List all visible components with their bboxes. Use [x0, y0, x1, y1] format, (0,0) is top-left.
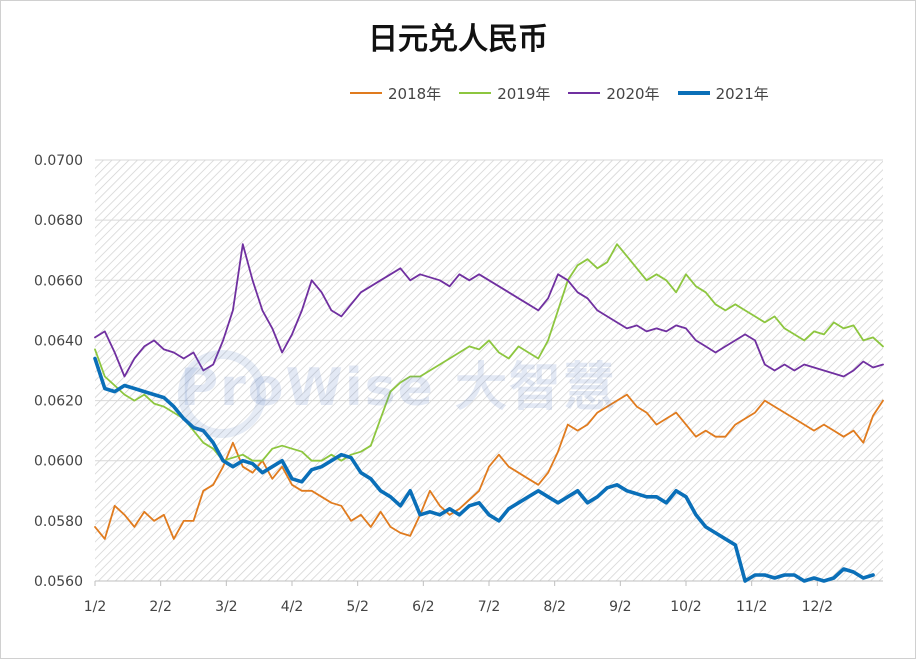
x-tick-label: 5/2: [346, 599, 369, 615]
legend-item-2020: 2020年: [568, 83, 660, 104]
chart-title: 日元兑人民币: [368, 22, 548, 57]
series-line-1: [94, 243, 884, 462]
x-tick-label: 6/2: [412, 599, 435, 615]
legend-label-2020: 2020年: [606, 84, 660, 103]
legend-swatch-2018: [350, 92, 382, 94]
legend-swatch-2020: [568, 92, 601, 94]
series-line-2: [94, 243, 884, 378]
legend-label-2019: 2019年: [497, 84, 551, 103]
watermark-logo-icon: [178, 350, 266, 438]
y-tick-label: 0.0700: [34, 153, 83, 169]
y-tick-label: 0.0620: [34, 394, 83, 410]
x-tick-label: 7/2: [478, 599, 501, 615]
x-tick-label: 12/2: [802, 599, 833, 615]
series-lines: [93, 243, 884, 583]
series-line-0: [94, 393, 884, 540]
legend-item-2021: 2021年: [677, 83, 769, 104]
legend-item-2019: 2019年: [459, 83, 550, 104]
watermark: ProWise 大智慧: [180, 358, 617, 418]
x-tick-label: 2/2: [149, 599, 172, 615]
legend-label-2018: 2018年: [388, 84, 442, 103]
y-tick-label: 0.0600: [34, 454, 83, 470]
y-tick-label: 0.0560: [34, 574, 83, 590]
y-tick-label: 0.0640: [34, 333, 83, 349]
legend-swatch-2021: [677, 91, 710, 95]
x-tick-label: 10/2: [670, 599, 701, 615]
x-tick-label: 8/2: [543, 599, 566, 615]
x-tick-label: 4/2: [281, 599, 304, 615]
chart-legend: 2018年 2019年 2020年 2021年: [350, 83, 769, 103]
series-line-3: [93, 356, 875, 583]
y-tick-label: 0.0680: [34, 213, 83, 229]
legend-swatch-2019: [459, 92, 492, 94]
legend-label-2021: 2021年: [715, 84, 769, 103]
y-tick-label: 0.0660: [34, 273, 83, 289]
x-tick-label: 1/2: [84, 599, 107, 615]
x-tick-label: 3/2: [215, 599, 238, 615]
y-tick-label: 0.0580: [34, 514, 83, 530]
x-tick-label: 11/2: [736, 599, 767, 615]
x-tick-label: 9/2: [609, 599, 632, 615]
legend-item-2018: 2018年: [350, 83, 441, 104]
axes: 0.0560 0.0580 0.0600 0.0620 0.0640 0.0660 0.06…: [34, 153, 883, 615]
